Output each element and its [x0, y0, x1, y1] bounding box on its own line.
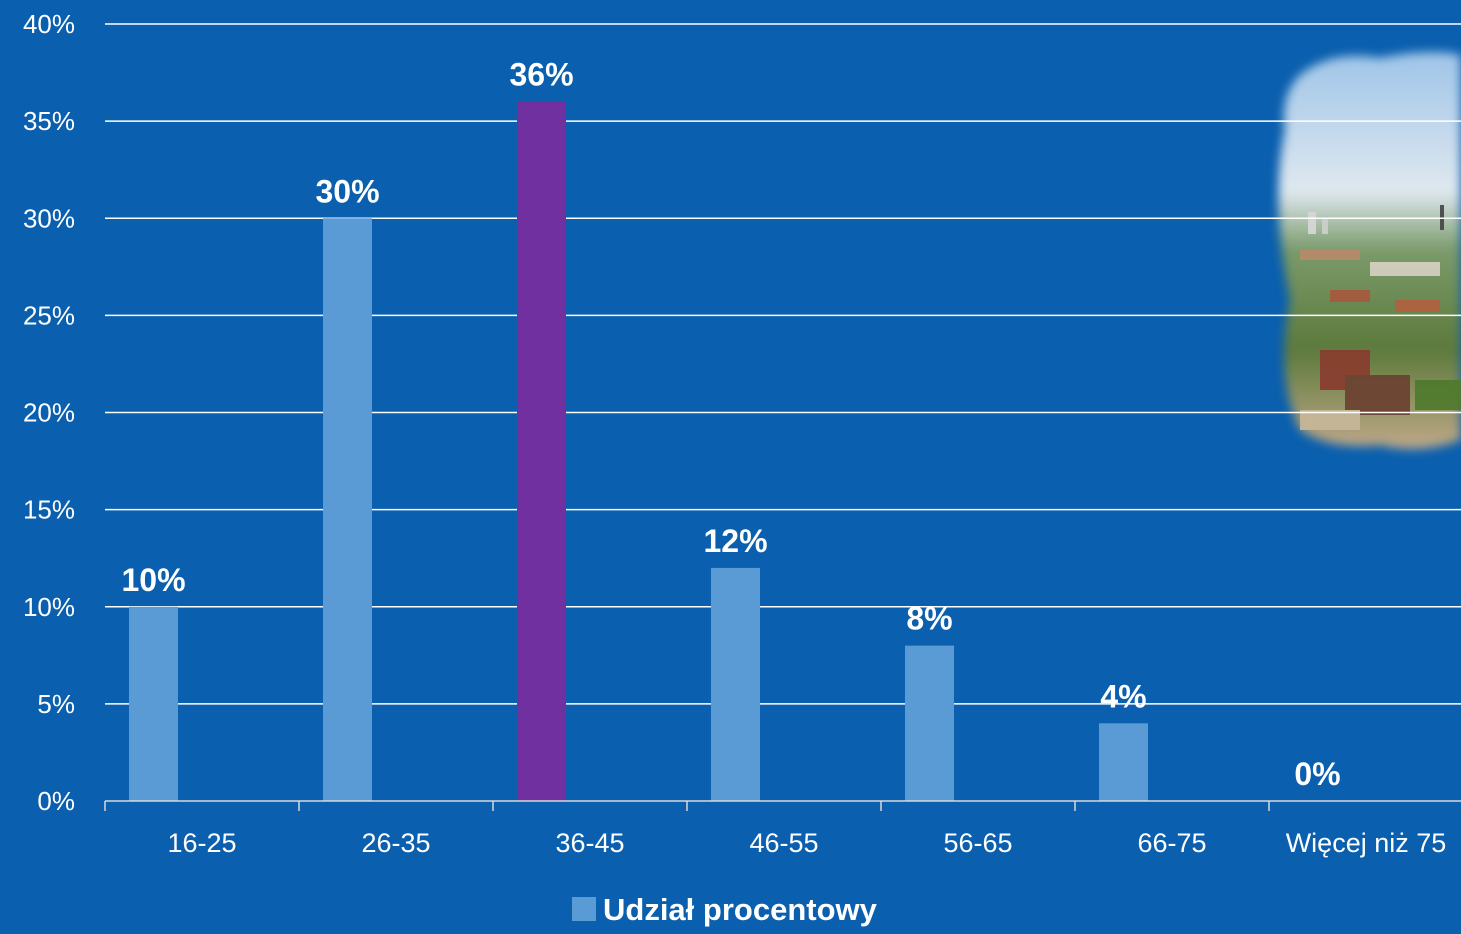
- y-tick-label: 40%: [23, 9, 75, 39]
- y-tick-label: 5%: [37, 689, 75, 719]
- data-label: 10%: [121, 562, 185, 598]
- bar: [129, 606, 178, 801]
- bar: [905, 645, 954, 801]
- y-tick-label: 20%: [23, 398, 75, 428]
- data-label: 0%: [1294, 756, 1340, 792]
- y-tick-label: 30%: [23, 203, 75, 233]
- bar: [517, 101, 566, 801]
- data-labels: 10% 30% 36% 12% 8% 4% 0%: [121, 57, 1340, 792]
- x-tick-label: 56-65: [943, 828, 1012, 858]
- city-photo-decoration: [1278, 52, 1461, 449]
- bar: [1099, 723, 1148, 801]
- y-tick-label: 35%: [23, 106, 75, 136]
- data-label: 36%: [509, 57, 573, 93]
- data-label: 4%: [1100, 678, 1146, 714]
- x-tick-label: 46-55: [749, 828, 818, 858]
- x-tick-label: 26-35: [361, 828, 430, 858]
- y-tick-label: 25%: [23, 300, 75, 330]
- x-tick-label: 66-75: [1137, 828, 1206, 858]
- x-tick-label: 36-45: [555, 828, 624, 858]
- y-tick-label: 10%: [23, 592, 75, 622]
- y-axis: 0% 5% 10% 15% 20% 25% 30% 35% 40%: [23, 9, 75, 816]
- gridlines: [105, 23, 1461, 705]
- x-tick-label: 16-25: [167, 828, 236, 858]
- legend: Udział procentowy: [572, 892, 878, 927]
- y-tick-label: 15%: [23, 495, 75, 525]
- legend-label: Udział procentowy: [603, 892, 878, 927]
- x-tick-label: Więcej niż 75: [1286, 828, 1447, 858]
- bars: [129, 101, 1148, 801]
- data-label: 30%: [315, 173, 379, 209]
- bar: [323, 218, 372, 801]
- legend-swatch: [572, 897, 596, 921]
- data-label: 12%: [703, 523, 767, 559]
- y-tick-label: 0%: [37, 786, 75, 816]
- x-axis: 16-25 26-35 36-45 46-55 56-65 66-75 Więcej niż…: [104, 800, 1461, 858]
- data-label: 8%: [906, 601, 952, 637]
- bar: [711, 567, 760, 801]
